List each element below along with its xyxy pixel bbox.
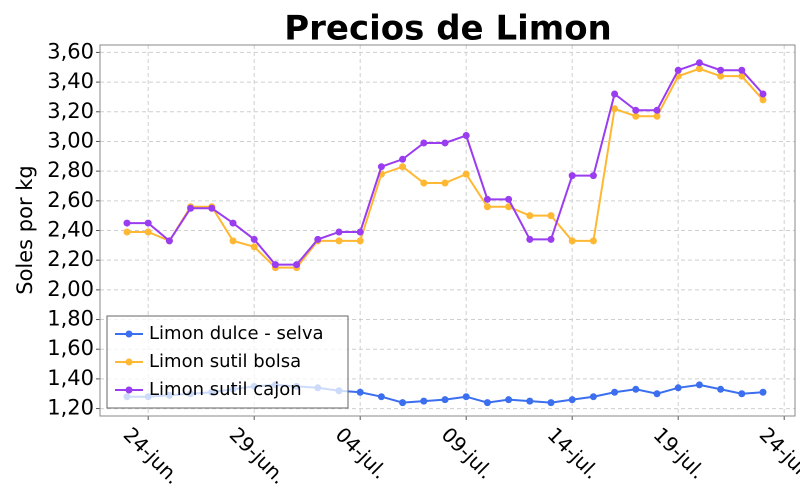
data-point — [250, 243, 258, 251]
data-point — [505, 203, 513, 211]
data-point — [632, 385, 640, 393]
data-point — [483, 203, 491, 211]
data-point — [505, 195, 513, 203]
y-tick-label: 3,40 — [47, 69, 94, 93]
data-point — [717, 385, 725, 393]
data-point — [547, 399, 555, 407]
data-point — [420, 397, 428, 405]
data-point — [229, 219, 237, 227]
data-point — [674, 66, 682, 74]
data-point — [356, 237, 364, 245]
data-point — [420, 179, 428, 187]
data-point — [589, 393, 597, 401]
data-point — [123, 219, 131, 227]
data-point — [250, 235, 258, 243]
data-point — [632, 106, 640, 114]
y-tick-label: 2,80 — [47, 158, 94, 182]
data-point — [717, 72, 725, 80]
y-tick-label: 1,40 — [47, 366, 94, 390]
legend-marker — [125, 358, 133, 366]
data-point — [483, 195, 491, 203]
chart-title: Precios de Limon — [284, 9, 612, 49]
data-point — [123, 228, 131, 236]
y-tick-label: 1,80 — [47, 307, 94, 331]
data-point — [759, 90, 767, 98]
data-point — [738, 390, 746, 398]
data-point — [695, 59, 703, 67]
data-point — [293, 261, 301, 269]
data-point — [589, 172, 597, 180]
y-tick-label: 1,60 — [47, 336, 94, 360]
data-point — [271, 261, 279, 269]
legend-label: Limon sutil cajon — [149, 379, 302, 400]
data-point — [356, 228, 364, 236]
data-point — [505, 396, 513, 404]
legend-box — [106, 315, 349, 409]
data-point — [441, 179, 449, 187]
y-tick-label: 2,60 — [47, 188, 94, 212]
data-point — [695, 65, 703, 73]
data-point — [632, 112, 640, 120]
data-point — [462, 393, 470, 401]
y-tick-label: 1,20 — [47, 396, 94, 420]
data-point — [462, 170, 470, 178]
data-point — [420, 139, 428, 147]
y-tick-label: 3,60 — [47, 39, 94, 63]
data-point — [356, 388, 364, 396]
data-point — [717, 66, 725, 74]
data-point — [208, 204, 216, 212]
data-point — [335, 228, 343, 236]
data-point — [568, 396, 576, 404]
data-point — [589, 237, 597, 245]
data-point — [399, 399, 407, 407]
data-point — [547, 235, 555, 243]
y-tick-label: 2,20 — [47, 247, 94, 271]
data-point — [335, 237, 343, 245]
y-axis-label: Soles por kg — [13, 165, 37, 295]
data-point — [144, 228, 152, 236]
data-point — [441, 139, 449, 147]
data-point — [738, 66, 746, 74]
data-point — [377, 393, 385, 401]
data-point — [526, 397, 534, 405]
data-point — [611, 105, 619, 113]
data-point — [568, 172, 576, 180]
data-point — [483, 399, 491, 407]
data-point — [653, 390, 661, 398]
data-point — [441, 396, 449, 404]
data-point — [653, 112, 661, 120]
legend-label: Limon dulce - selva — [149, 323, 324, 344]
data-point — [547, 212, 555, 220]
data-point — [187, 204, 195, 212]
data-point — [738, 72, 746, 80]
data-point — [229, 237, 237, 245]
data-point — [377, 163, 385, 171]
y-tick-label: 3,00 — [47, 128, 94, 152]
data-point — [611, 90, 619, 98]
y-tick-label: 2,00 — [47, 277, 94, 301]
data-point — [611, 388, 619, 396]
data-point — [759, 96, 767, 104]
data-point — [165, 237, 173, 245]
y-tick-label: 2,40 — [47, 218, 94, 242]
data-point — [568, 237, 576, 245]
data-point — [399, 163, 407, 171]
y-tick-label: 3,20 — [47, 99, 94, 123]
data-point — [674, 384, 682, 392]
data-point — [695, 381, 703, 389]
data-point — [399, 155, 407, 163]
legend-marker — [125, 330, 133, 338]
data-point — [314, 235, 322, 243]
data-point — [526, 212, 534, 220]
legend-label: Limon sutil bolsa — [149, 351, 301, 372]
legend-marker — [125, 386, 133, 394]
data-point — [526, 235, 534, 243]
data-point — [144, 219, 152, 227]
data-point — [759, 388, 767, 396]
data-point — [653, 106, 661, 114]
data-point — [462, 132, 470, 140]
plot-frame — [99, 44, 796, 417]
